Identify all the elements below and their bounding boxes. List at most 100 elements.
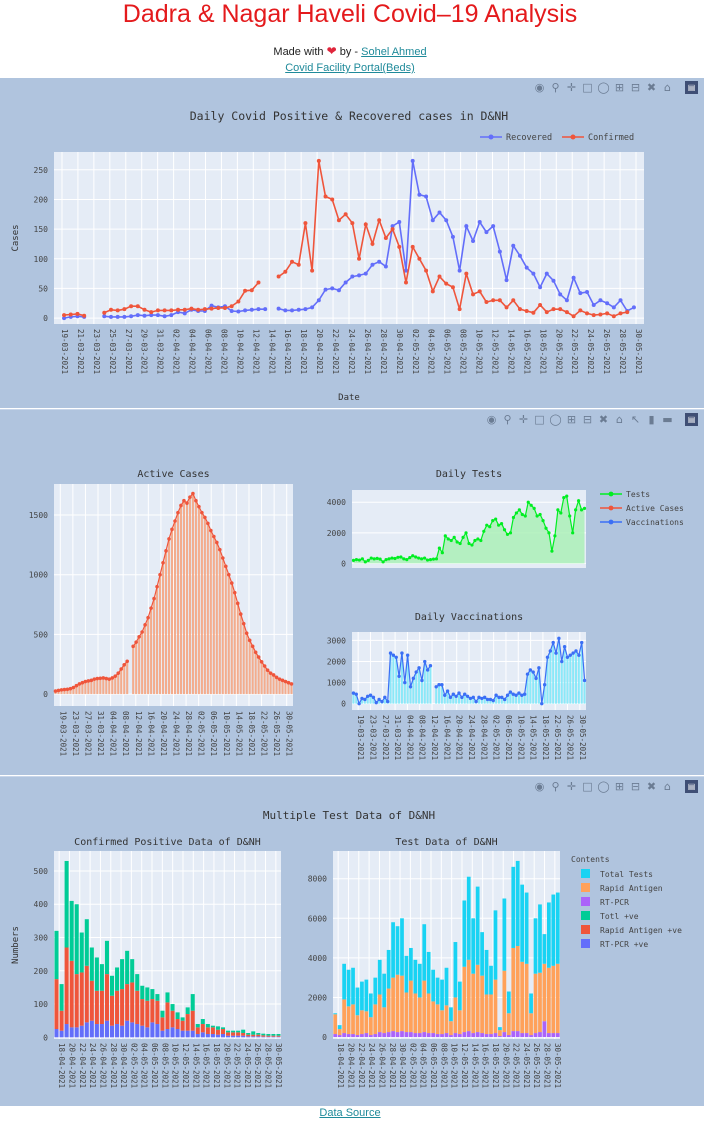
covid-facility-portal-link[interactable]: Covid Facility Portal(Beds): [285, 62, 415, 74]
test-bar-segment: [529, 1013, 533, 1035]
testdata-x-tick: 30-04-2021: [398, 1043, 407, 1088]
tests-point: [390, 556, 393, 559]
confirmed-point: [471, 292, 475, 296]
confirmed-point: [625, 310, 629, 314]
positive-bar-segment: [110, 1026, 114, 1038]
vaccination-point: [369, 694, 372, 697]
positive-bar-segment: [201, 1032, 205, 1037]
tests-point: [447, 537, 450, 540]
positive-bar-segment: [276, 1037, 280, 1038]
active-bar: [201, 513, 203, 694]
cases-x-tick: 27-03-2021: [124, 329, 133, 374]
legend-label: Rapid Antigen: [600, 884, 663, 893]
active-point: [263, 664, 267, 668]
test-bar-segment: [369, 1017, 373, 1035]
positive-bar-segment: [135, 991, 139, 1024]
vaccination-bar: [535, 678, 537, 703]
positive-bar-segment: [246, 1033, 250, 1035]
active-x-tick: 06-05-2021: [209, 711, 218, 756]
vaccination-bar: [392, 655, 394, 703]
confirmed-point: [598, 313, 602, 317]
active-point: [269, 671, 273, 675]
active-bar: [135, 642, 137, 694]
test-bar-segment: [360, 1010, 364, 1034]
active-point: [101, 676, 105, 680]
recovered-point: [592, 303, 596, 307]
tests-point: [577, 499, 580, 502]
testdata-x-tick: 10-05-2021: [450, 1043, 459, 1088]
recovered-point: [109, 315, 113, 319]
recovered-point: [337, 288, 341, 292]
positive-bar-segment: [120, 989, 124, 1026]
test-bar-segment: [409, 1032, 413, 1037]
active-point: [87, 679, 91, 683]
positive-bar-segment: [236, 1031, 240, 1033]
cases-x-tick: 14-04-2021: [267, 329, 276, 374]
positive-x-tick: 04-05-2021: [140, 1043, 149, 1088]
confirmed-point: [377, 218, 381, 222]
vacc-x-tick: 04-04-2021: [405, 715, 414, 760]
legend-marker: [609, 506, 614, 511]
vaccination-bar: [555, 653, 557, 704]
active-point: [209, 529, 213, 533]
confirmed-point: [149, 310, 153, 314]
cases-x-tick: 21-03-2021: [76, 329, 85, 374]
positive-y-tick: 100: [34, 1000, 49, 1009]
positive-bar-segment: [216, 1035, 220, 1038]
confirmed-point: [324, 194, 328, 198]
vaccination-point: [460, 696, 463, 699]
test-bar-segment: [454, 942, 458, 997]
chart-title: Daily Covid Positive & Recovered cases i…: [190, 109, 509, 123]
vaccination-point: [420, 679, 423, 682]
test-bar-segment: [547, 1033, 551, 1037]
data-source-link[interactable]: Data Source: [319, 1107, 380, 1119]
test-bar-segment: [369, 1035, 373, 1037]
cases-x-tick: 02-05-2021: [411, 329, 420, 374]
test-bar-segment: [458, 1034, 462, 1037]
positive-bar-segment: [160, 1017, 164, 1030]
active-point: [54, 689, 58, 693]
recovered-point: [598, 298, 602, 302]
test-bar-segment: [445, 1033, 449, 1037]
active-point: [75, 684, 79, 688]
author-link[interactable]: Sohel Ahmed: [361, 46, 426, 58]
testdata-x-tick: 16-05-2021: [481, 1043, 490, 1088]
positive-bar-segment: [115, 1024, 119, 1037]
vaccination-bar: [429, 666, 431, 704]
recovered-point: [156, 313, 160, 317]
tests-point: [536, 514, 539, 517]
heart-icon: ❤: [327, 44, 337, 58]
test-bar-segment: [405, 956, 409, 993]
confirmed-point: [498, 298, 502, 302]
test-bar-segment: [396, 1032, 400, 1037]
vacc-x-tick: 18-05-2021: [541, 715, 550, 760]
positive-bar-segment: [90, 947, 94, 980]
vaccination-point: [526, 672, 529, 675]
test-bar-segment: [351, 1004, 355, 1034]
test-bar-segment: [391, 1031, 395, 1037]
recovered-point: [169, 313, 173, 317]
vacc-x-tick: 31-03-2021: [393, 715, 402, 760]
positive-bar-segment: [65, 861, 69, 948]
positive-bar-segment: [105, 974, 109, 1021]
testdata-x-tick: 04-05-2021: [419, 1043, 428, 1088]
tests-point: [414, 555, 417, 558]
recovered-point: [350, 275, 354, 279]
active-bar: [180, 505, 182, 694]
tests-point: [438, 547, 441, 550]
positive-bar-segment: [55, 1029, 59, 1037]
confirmed-point: [189, 307, 193, 311]
test-bar-segment: [436, 978, 440, 1005]
test-bar-segment: [520, 1033, 524, 1037]
vaccination-bar: [404, 683, 406, 704]
cases-x-tick: 24-05-2021: [586, 329, 595, 374]
recovered-point: [230, 309, 234, 313]
confirmed-point: [619, 311, 623, 315]
active-point: [137, 635, 141, 639]
confirmed-point: [169, 308, 173, 312]
recovered-point: [484, 230, 488, 234]
active-point: [272, 673, 276, 677]
test-bar-segment: [382, 1007, 386, 1033]
test-bar-segment: [351, 968, 355, 1005]
active-bar: [132, 646, 134, 694]
